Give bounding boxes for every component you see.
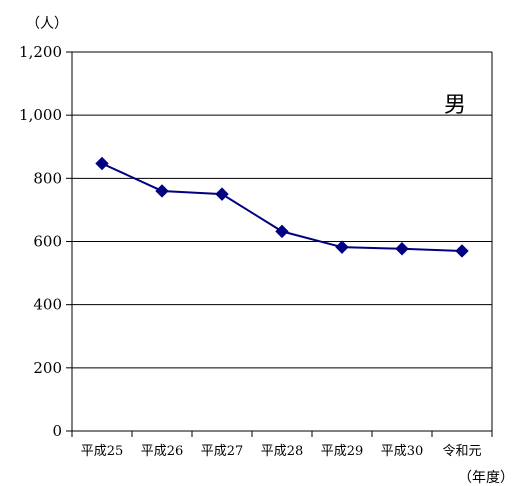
data-point-marker [95,156,109,171]
x-tick-label: 平成30 [381,444,424,459]
data-point-marker [335,240,349,254]
y-tick-label: 400 [33,296,62,314]
x-tick-label: 平成27 [201,444,244,459]
data-point-marker [155,184,169,198]
x-tick-label: 平成29 [321,444,364,459]
data-point-marker [395,242,409,256]
y-axis-label: （人） [26,16,68,32]
y-tick-label: 0 [52,422,62,440]
data-point-marker [455,244,469,258]
y-tick-label: 1,000 [19,106,62,124]
data-point-marker [215,187,229,201]
gridlines [72,51,492,369]
y-tick-label: 200 [33,359,62,377]
series-group [95,156,469,258]
x-tick-label: 平成26 [141,444,184,459]
x-tick-label: 平成25 [81,444,124,459]
x-tick-labels: 平成25 平成26 平成27 平成28 平成29 平成30 令和元 [71,431,493,459]
y-tick-label: 800 [33,169,62,187]
data-point-marker [275,224,289,239]
x-axis-label: （年度） [458,470,514,486]
x-tick-label: 令和元 [442,444,481,459]
y-tick-label: 600 [33,233,62,251]
x-tick-label: 平成28 [261,444,304,459]
series-label: 男 [444,93,466,118]
y-tick-labels: 0 200 400 600 800 1,000 1,200 [19,43,72,440]
y-tick-label: 1,200 [19,43,62,61]
